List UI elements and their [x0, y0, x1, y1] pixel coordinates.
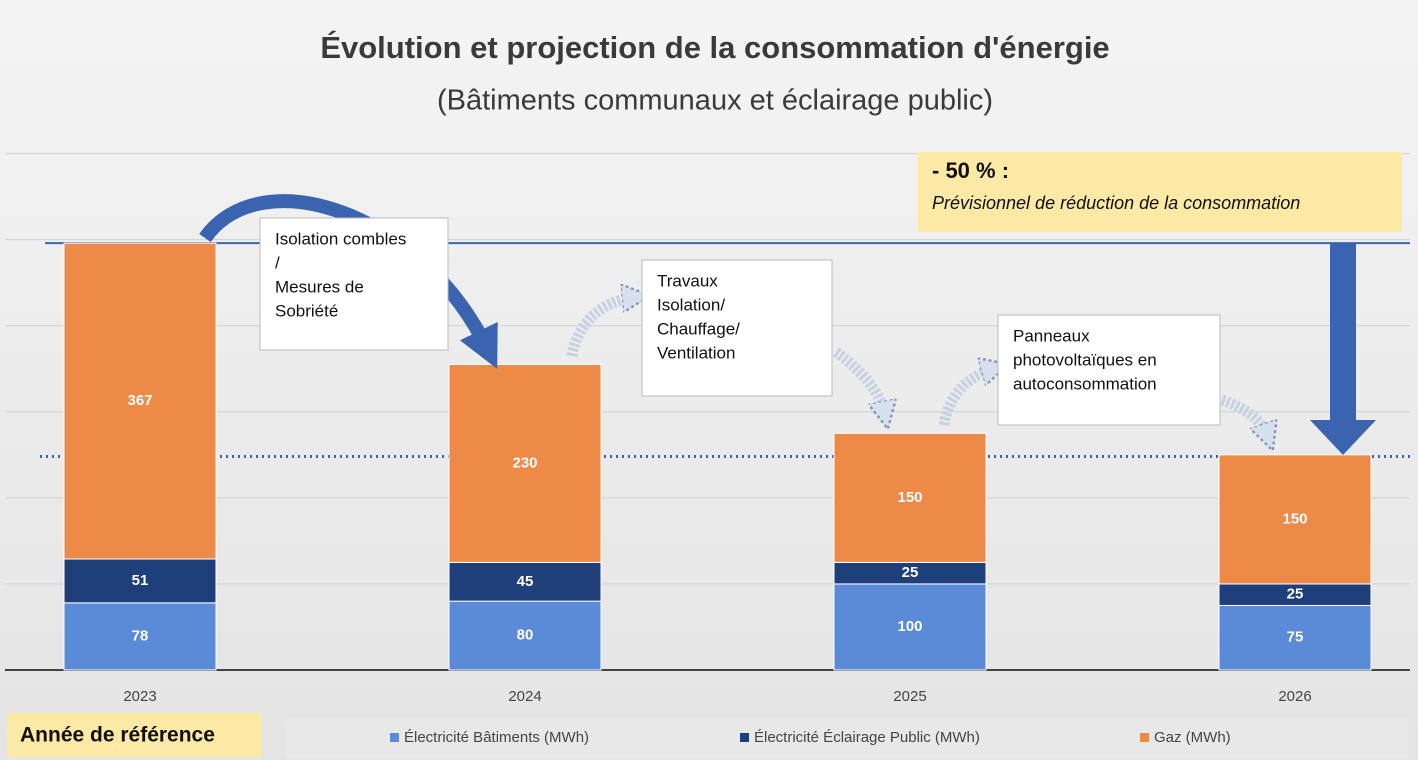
arrows: [199, 194, 1376, 455]
bar-segment: [448, 561, 602, 602]
annotation-text: Mesures de: [275, 277, 364, 296]
bar-segment: [63, 242, 217, 560]
annotation-text: Travaux: [657, 271, 718, 290]
x-tick-label: 2023: [123, 688, 156, 705]
annotation-box: [641, 259, 833, 397]
legend-label: Électricité Bâtiments (MWh): [404, 729, 589, 746]
legend-swatch: [740, 733, 749, 742]
annotation-text: photovoltaïques en: [1013, 350, 1157, 369]
bar-segment: [63, 558, 217, 604]
legend-label: Gaz (MWh): [1154, 729, 1231, 746]
data-label: 51: [132, 572, 149, 589]
annotation-text: Panneaux: [1013, 326, 1090, 345]
annotation-text: /: [275, 253, 280, 272]
annotation-text: Ventilation: [657, 343, 735, 362]
arrow: [938, 368, 995, 426]
data-label: 78: [132, 627, 149, 644]
bar-segment: [833, 432, 987, 563]
legend-box: [285, 718, 1408, 758]
highlight-box: [918, 152, 1402, 232]
bar-segment: [1218, 604, 1372, 671]
bar-segment: [448, 600, 602, 671]
annotation-text: Sobriété: [275, 301, 338, 320]
data-label: 75: [1287, 629, 1304, 646]
legend-swatch: [390, 733, 399, 742]
annotation-text: Isolation combles: [275, 229, 406, 248]
data-label: 45: [517, 573, 534, 590]
x-tick-label: 2026: [1278, 688, 1311, 705]
highlight-title: - 50 % :: [932, 158, 1009, 183]
chart-title: Évolution et projection de la consommati…: [320, 30, 1109, 65]
arrow: [199, 194, 498, 369]
bar-segment: [833, 583, 987, 671]
data-label: 100: [897, 618, 922, 635]
x-tick-label: 2025: [893, 688, 926, 705]
data-label: 230: [512, 454, 537, 471]
annotation-box: [997, 314, 1221, 426]
data-label: 150: [1282, 510, 1307, 527]
highlight-text: Prévisionnel de réduction de la consomma…: [932, 193, 1300, 213]
reference-label: Année de référence: [20, 724, 215, 747]
data-label: 80: [517, 627, 534, 644]
chart-subtitle: (Bâtiments communaux et éclairage public…: [437, 85, 993, 117]
annotation-text: Isolation/: [657, 295, 725, 314]
legend-swatch: [1140, 733, 1149, 742]
data-label: 25: [902, 564, 919, 581]
arrow: [566, 297, 636, 358]
data-label: 367: [127, 392, 152, 409]
arrow: [1220, 394, 1268, 437]
legend-label: Électricité Éclairage Public (MWh): [754, 729, 980, 746]
annotation-text: Chauffage/: [657, 319, 740, 338]
bar-segment: [1218, 454, 1372, 585]
reference-box: [7, 713, 262, 757]
data-label: 25: [1287, 586, 1304, 603]
annotation-box: [259, 217, 449, 351]
data-label: 150: [897, 489, 922, 506]
arrow: [832, 347, 885, 415]
bar-segment: [448, 363, 602, 563]
annotation-text: autoconsommation: [1013, 374, 1157, 393]
bar-segment: [63, 602, 217, 671]
x-tick-label: 2024: [508, 688, 541, 705]
arrow: [1310, 243, 1376, 455]
